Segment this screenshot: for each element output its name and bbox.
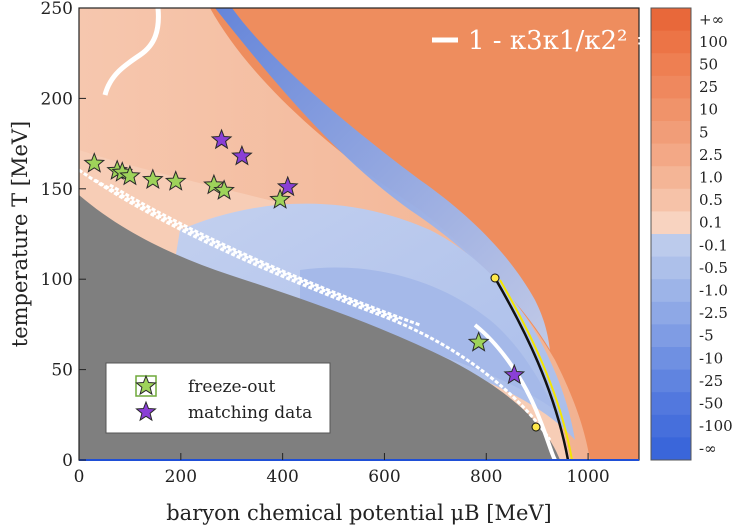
colorbar-swatch xyxy=(651,30,691,54)
colorbar-swatch xyxy=(651,369,691,393)
colorbar-swatch xyxy=(651,143,691,167)
colorbar-swatch xyxy=(651,234,691,258)
colorbar-swatch xyxy=(651,347,691,371)
y-axis-label: temperature T [MeV] xyxy=(8,121,32,347)
colorbar-swatch xyxy=(651,256,691,280)
colorbar-swatch xyxy=(651,75,691,99)
legend: freeze-out matching data xyxy=(105,362,331,434)
colorbar-swatch xyxy=(651,8,691,32)
freeze-out-star xyxy=(467,331,490,352)
white-loop-bottom xyxy=(473,323,557,460)
colorbar-label: -10 xyxy=(699,349,723,367)
colorbar-swatch xyxy=(651,53,691,77)
freeze-out-star xyxy=(83,152,106,173)
black-phase-boundary xyxy=(493,277,570,460)
x-axis-label: baryon chemical potential μB [MeV] xyxy=(166,501,552,525)
x-tick-label: 400 xyxy=(266,467,298,487)
colorbar-swatch xyxy=(651,188,691,212)
y-tick-label: 0 xyxy=(62,451,73,471)
colorbar-frame xyxy=(650,7,692,461)
legend-freeze-out-marker xyxy=(135,374,157,396)
freeze-out-star xyxy=(269,188,291,209)
colorbar: +∞ 100 50 25 10 5 2.5 1.0 0.5 0.1 -0.1 -0.5 -1.0 -2.5… xyxy=(650,7,733,461)
legend-matching-data-label: matching data xyxy=(188,403,312,423)
colorbar-label: +∞ xyxy=(699,10,724,28)
colorbar-label: -1.0 xyxy=(699,282,728,300)
yellow-phase-boundary xyxy=(499,279,573,460)
y-tick-label: 50 xyxy=(51,361,73,381)
critical-point-upper xyxy=(490,273,500,283)
colorbar-swatch xyxy=(651,211,691,235)
colorbar-swatch xyxy=(651,98,691,122)
legend-box xyxy=(105,362,331,434)
colorbar-label: 1.0 xyxy=(699,169,723,187)
x-tick-label: 600 xyxy=(368,467,400,487)
y-tick-label: 250 xyxy=(41,0,73,19)
matching-data-star xyxy=(210,128,233,150)
colorbar-label: -100 xyxy=(699,417,733,435)
matching-data-star xyxy=(231,144,253,166)
colorbar-label: -0.1 xyxy=(699,236,728,254)
matching-data-star xyxy=(503,363,526,385)
colorbar-swatch xyxy=(651,121,691,145)
colorbar-label: -25 xyxy=(699,372,723,390)
legend-matching-data-star xyxy=(135,400,157,422)
colorbar-label: -∞ xyxy=(699,440,717,458)
colorbar-label: 5 xyxy=(699,123,709,141)
x-ticks: 0 200 400 600 800 1000 xyxy=(74,453,610,487)
colorbar-label: -2.5 xyxy=(699,304,728,322)
matching-data-star xyxy=(276,175,299,197)
colorbar-swatch xyxy=(651,392,691,416)
blue-band-region xyxy=(215,8,550,350)
freeze-out-star xyxy=(213,179,235,200)
colorbar-label: 25 xyxy=(699,78,718,96)
colorbar-label: 0.5 xyxy=(699,191,723,209)
colorbar-label: 100 xyxy=(699,33,728,51)
x-tick-label: 0 xyxy=(74,467,85,487)
colorbar-label: -50 xyxy=(699,395,723,413)
colorbar-swatch xyxy=(651,166,691,190)
colorbar-label: 2.5 xyxy=(699,146,723,164)
colorbar-swatch xyxy=(651,414,691,438)
legend-freeze-out-star xyxy=(135,374,157,396)
x-tick-label: 1000 xyxy=(566,467,609,487)
annotation-text: 1 - κ3κ1/κ2² = 1 xyxy=(468,26,682,56)
y-tick-label: 150 xyxy=(41,180,73,200)
legend-matching-data-marker xyxy=(135,400,157,422)
freeze-out-star xyxy=(203,173,225,195)
colorbar-label: -5 xyxy=(699,327,714,345)
y-tick-label: 200 xyxy=(41,89,73,109)
colorbar-swatch xyxy=(651,279,691,303)
colorbar-label: 50 xyxy=(699,56,718,74)
x-tick-label: 200 xyxy=(165,467,197,487)
y-ticks: 0 50 100 150 200 250 xyxy=(41,0,86,471)
colorbar-swatch xyxy=(651,301,691,325)
freeze-out-star xyxy=(164,170,187,191)
colorbar-label: -0.5 xyxy=(699,259,728,277)
y-tick-label: 100 xyxy=(41,270,73,290)
x-tick-label: 800 xyxy=(470,467,502,487)
white-loop-top xyxy=(102,8,161,96)
white-contour-lines xyxy=(79,168,552,441)
legend-freeze-out-label: freeze-out xyxy=(188,377,275,397)
colorbar-swatch xyxy=(651,437,691,461)
colorbar-swatch xyxy=(651,324,691,348)
freeze-out-star xyxy=(119,164,141,186)
critical-point-lower xyxy=(531,422,541,432)
freeze-out-star xyxy=(141,168,164,189)
blue-lobe-core xyxy=(300,267,555,410)
colorbar-label: 0.1 xyxy=(699,214,723,232)
colorbar-label: 10 xyxy=(699,101,718,119)
